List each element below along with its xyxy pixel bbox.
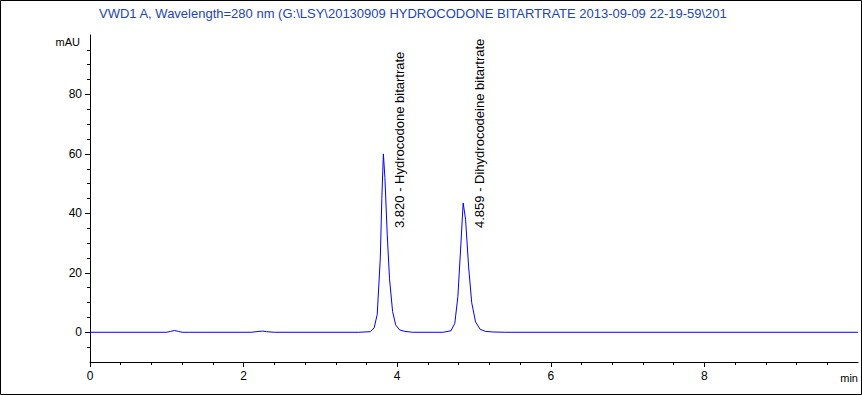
svg-text:80: 80 [69,87,83,101]
svg-text:6: 6 [547,369,554,383]
svg-text:min: min [840,372,858,384]
svg-text:4.859 - Dihydrocodeine bitartr: 4.859 - Dihydrocodeine bitartrate [472,39,487,228]
svg-text:mAU: mAU [56,36,81,48]
svg-text:0: 0 [87,369,94,383]
svg-text:0: 0 [75,325,82,339]
svg-text:VWD1 A, Wavelength=280 nm (G:\: VWD1 A, Wavelength=280 nm (G:\LSY\201309… [99,6,727,21]
svg-text:60: 60 [69,147,83,161]
svg-text:20: 20 [69,266,83,280]
svg-text:4: 4 [394,369,401,383]
svg-text:8: 8 [701,369,708,383]
svg-text:2: 2 [240,369,247,383]
svg-text:40: 40 [69,206,83,220]
svg-text:3.820 - Hydrocodone bitartrate: 3.820 - Hydrocodone bitartrate [392,52,407,228]
